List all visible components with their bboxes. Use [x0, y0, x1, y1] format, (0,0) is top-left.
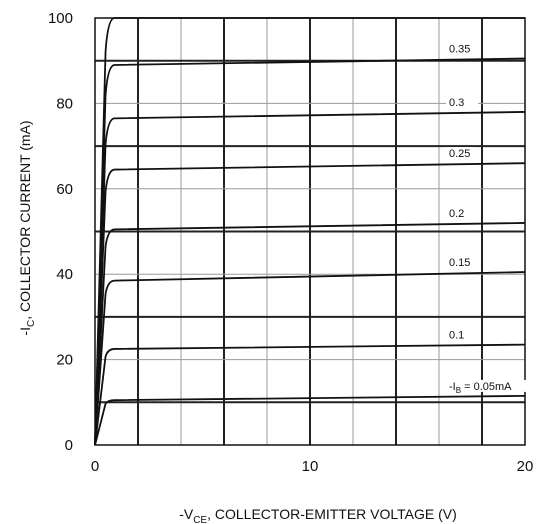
curve-label-text: 0.1: [449, 330, 464, 342]
curve-label-bg: [446, 256, 478, 269]
curve-label-bg: [446, 42, 478, 55]
curve-label: 0.3: [449, 97, 464, 109]
curve-label: 0.35: [449, 44, 470, 56]
grid: [95, 18, 525, 445]
curve-label-bg: [446, 206, 478, 219]
curve-label-suffix: = 0.05mA: [461, 381, 512, 393]
x-axis-label-prefix: -V: [179, 506, 194, 522]
curve-label: 0.15: [449, 257, 470, 269]
curves: [94, 17, 526, 446]
curve-label-bg: [446, 379, 528, 392]
curve-ib-3: [94, 222, 526, 446]
curve-label-text: 0.35: [449, 44, 470, 56]
x-axis-label-sub: CE: [193, 515, 207, 524]
y-axis-label-suffix: , COLLECTOR CURRENT (mA): [17, 120, 33, 319]
curve-label: 0.2: [449, 208, 464, 220]
curve-label-text: 0.2: [449, 208, 464, 220]
curve-label: -IB = 0.05mA: [449, 381, 512, 395]
y-tick-label: 80: [56, 95, 73, 112]
tick-labels: 0 20 40 60 80 100 0 10 20: [48, 10, 533, 475]
curve-label-text: 0.3: [449, 97, 464, 109]
x-tick-label: 10: [302, 458, 319, 475]
curve-label-text: -I: [449, 381, 456, 393]
plot-frame: [94, 17, 526, 446]
y-axis-label: -IC, COLLECTOR CURRENT (mA): [17, 120, 37, 335]
y-tick-label: 100: [48, 10, 73, 27]
curve-label-bg: [446, 328, 478, 341]
curve-label: 0.1: [449, 330, 464, 342]
curve-label-bg: [446, 95, 478, 108]
x-tick-label: 0: [91, 458, 99, 475]
x-axis-label-suffix: , COLLECTOR-EMITTER VOLTAGE (V): [207, 506, 457, 522]
curve-ib-5: [94, 111, 526, 446]
y-tick-label: 60: [56, 181, 73, 198]
y-tick-label: 40: [56, 266, 73, 283]
curve-ib-2: [94, 271, 526, 446]
curve-label-sub: B: [456, 386, 461, 395]
y-tick-label: 0: [65, 437, 73, 454]
x-tick-label: 20: [517, 458, 534, 475]
y-tick-label: 20: [56, 352, 73, 369]
curve-labels: -IB = 0.05mA 0.1 0.15 0.2 0.25 0.3 0.35: [446, 42, 528, 395]
curve-ib-4: [94, 162, 526, 446]
curve-ib-6: [94, 57, 526, 446]
curve-label-text: 0.15: [449, 257, 470, 269]
curve-ib-0: [94, 394, 526, 446]
x-axis-label: -VCE, COLLECTOR-EMITTER VOLTAGE (V): [179, 506, 457, 524]
y-axis-label-prefix: -I: [17, 327, 33, 336]
y-axis-label-sub: C: [26, 320, 37, 327]
curve-label-text: 0.25: [449, 148, 470, 160]
curve-ib-1: [94, 343, 526, 446]
curve-label-bg: [446, 147, 478, 160]
curve-label: 0.25: [449, 148, 470, 160]
